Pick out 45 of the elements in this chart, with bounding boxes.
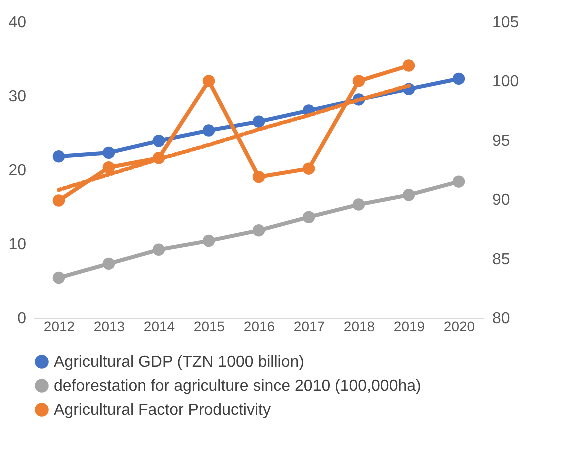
y-tick-label: 20 (8, 162, 27, 180)
x-tick-label: 2020 (444, 318, 476, 334)
y2-tick-label: 100 (492, 74, 520, 91)
x-tick-label: 2017 (294, 318, 326, 334)
y2-tick-label: 85 (492, 251, 510, 268)
point (102, 258, 116, 270)
x-tick-label: 2014 (144, 318, 176, 334)
x-tick-label: 2015 (194, 318, 226, 334)
legend-label: Agricultural GDP (TZN 1000 billion) (54, 354, 304, 371)
x-tick-label: 2018 (344, 318, 376, 334)
point (202, 75, 216, 88)
point (252, 170, 266, 184)
point (152, 135, 166, 148)
x-tick-label: 2019 (394, 318, 426, 334)
point (452, 72, 466, 86)
point (402, 189, 416, 202)
y-tick-label: 40 (8, 14, 27, 32)
point (102, 162, 116, 174)
point (202, 234, 216, 248)
y2-tick-label: 105 (492, 14, 520, 32)
point (52, 194, 66, 207)
y-tick-label: 30 (8, 88, 27, 106)
y2-tick-label: 80 (492, 310, 510, 328)
point (202, 124, 216, 137)
legend-label: deforestation for agriculture since 2010 (100,000ha) (54, 378, 422, 395)
point (252, 224, 266, 237)
x-tick-label: 2016 (244, 318, 276, 334)
point (52, 272, 66, 284)
y-tick-label: 0 (18, 310, 27, 328)
point (152, 244, 166, 256)
point (52, 150, 66, 163)
legend-label: Agricultural Factor Productivity (54, 402, 271, 419)
x-tick-label: 2013 (94, 318, 126, 334)
y2-tick-label: 95 (492, 132, 510, 150)
point (102, 146, 116, 160)
point (252, 116, 266, 128)
x-tick-label: 2012 (44, 318, 76, 334)
point (352, 198, 366, 211)
point (452, 176, 466, 188)
y2-tick-label: 90 (492, 192, 510, 210)
point (402, 60, 416, 72)
point (352, 75, 366, 88)
point (302, 162, 316, 175)
point (302, 211, 316, 224)
y-tick-label: 10 (8, 236, 27, 254)
